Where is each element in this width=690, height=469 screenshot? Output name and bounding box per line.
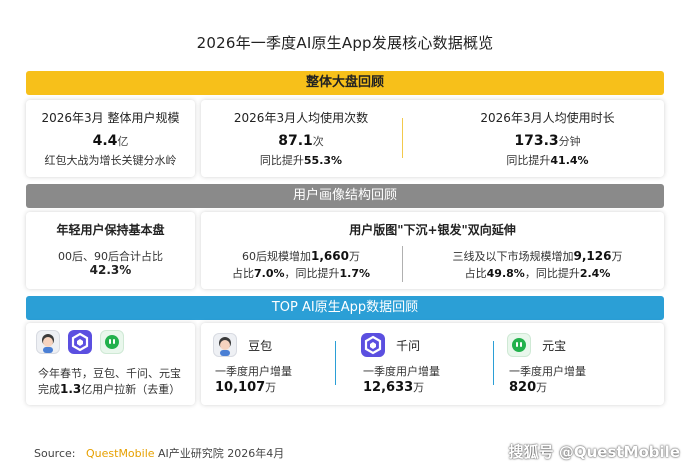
qianwen-value: 12,633: [363, 380, 414, 395]
frequency-value-row: 87.1次: [201, 130, 401, 149]
frequency-growth: 同比提升55.3%: [201, 152, 401, 168]
user-scale-value-row: 4.4亿: [26, 130, 195, 149]
spread-right-growth-value: 2.4%: [579, 267, 611, 280]
yuanbao-icon: [507, 333, 531, 357]
card-user-scale: 2026年3月 整体用户规模 4.4亿 红包大战为增长关键分水岭: [26, 100, 195, 177]
watermark: 搜狐号 @QuestMobile: [508, 443, 680, 461]
summary-line1: 今年春节，豆包、千问、元宝: [38, 367, 181, 380]
spread-left-growth-value: 1.7%: [339, 267, 371, 280]
user-scale-heading: 2026年3月 整体用户规模: [41, 111, 180, 125]
spread-heading: 用户版图"下沉+银发"双向延伸: [349, 223, 516, 237]
user-scale-value: 4.4: [92, 133, 118, 149]
spread-left-share-value: 7.0%: [253, 267, 285, 280]
frequency-unit: 次: [312, 135, 324, 148]
section-bar-top-apps: TOP AI原生App数据回顾: [26, 296, 664, 320]
section-bar-profile: 用户画像结构回顾: [26, 184, 664, 208]
source-line: Source: QuestMobile AI产业研究院 2026年4月: [34, 445, 284, 461]
spread-left-line1: 60后规模增加1,660万: [201, 248, 401, 264]
spread-right-share-value: 49.8%: [486, 267, 525, 280]
app-metric-label: 一季度用户增量: [215, 365, 292, 378]
user-scale-unit: 亿: [117, 135, 129, 148]
summary-line2: 完成1.3亿用户拉新（去重）: [38, 381, 193, 397]
app-doubao: 豆包: [213, 333, 272, 357]
duration-unit: 分钟: [558, 135, 581, 148]
qianwen-icon: [68, 330, 93, 354]
young-value: 42.3%: [89, 263, 132, 277]
source-label: Source:: [34, 447, 76, 460]
summary-icons: [36, 330, 125, 358]
app-qianwen: 千问: [361, 333, 420, 357]
app-metric-value: 10,107万: [215, 379, 276, 395]
page-title: 2026年一季度AI原生App发展核心数据概览: [196, 34, 494, 52]
spread-left-unit: 万: [348, 250, 360, 263]
card-usage: 2026年3月人均使用次数 87.1次 同比提升55.3% 2026年3月人均使…: [201, 100, 664, 177]
doubao-icon: [213, 333, 237, 357]
frequency-growth-label: 同比提升: [259, 154, 304, 167]
young-line: 00后、90后合计占比: [58, 250, 163, 263]
duration-growth: 同比提升41.4%: [431, 152, 664, 168]
app-name: 千问: [396, 338, 421, 353]
frequency-heading: 2026年3月人均使用次数: [233, 111, 369, 125]
usage-divider: [402, 118, 403, 158]
summary-value: 1.3: [60, 382, 82, 396]
duration-growth-value: 41.4%: [550, 154, 589, 167]
doubao-unit: 万: [265, 381, 277, 394]
app-name: 元宝: [542, 338, 567, 353]
source-brand: QuestMobile: [86, 447, 155, 460]
doubao-icon: [36, 330, 60, 354]
spread-left-value: 1,660: [311, 249, 349, 263]
spread-right-value: 9,126: [573, 249, 612, 263]
app-metric-value: 12,633万: [363, 379, 424, 395]
spread-divider: [402, 246, 403, 282]
duration-value-row: 173.3分钟: [431, 130, 664, 149]
duration-heading: 2026年3月人均使用时长: [480, 111, 615, 125]
doubao-value: 10,107: [215, 380, 266, 395]
spread-left-line2: 占比7.0%，同比提升1.7%: [201, 265, 401, 281]
app-metric-label: 一季度用户增量: [363, 365, 440, 378]
spread-left-prefix: 60后规模增加: [242, 250, 312, 263]
section-bar-overall: 整体大盘回顾: [26, 71, 664, 95]
yuanbao-icon: [100, 330, 125, 354]
source-rest: AI产业研究院 2026年4月: [158, 447, 285, 460]
user-scale-note: 红包大战为增长关键分水岭: [44, 154, 177, 167]
summary-prefix: 完成: [38, 383, 60, 396]
card-spread: 用户版图"下沉+银发"双向延伸 60后规模增加1,660万 占比7.0%，同比提…: [201, 212, 664, 289]
spread-left-growth-label: ，同比提升: [284, 267, 340, 280]
young-heading: 年轻用户保持基本盘: [56, 223, 165, 237]
app-yuanbao: 元宝: [507, 333, 566, 357]
spread-right-line2: 占比49.8%，同比提升2.4%: [411, 265, 664, 281]
frequency-value: 87.1: [278, 133, 313, 149]
spread-left-share-label: 占比: [231, 267, 254, 280]
card-spring-summary: 今年春节，豆包、千问、元宝 完成1.3亿用户拉新（去重）: [26, 323, 195, 405]
summary-suffix: 亿用户拉新（去重）: [81, 383, 181, 396]
yuanbao-unit: 万: [536, 381, 548, 394]
app-name: 豆包: [248, 338, 273, 353]
spread-right-prefix: 三线及以下市场规模增加: [452, 250, 574, 263]
spread-right-unit: 万: [611, 250, 623, 263]
card-young-users: 年轻用户保持基本盘 00后、90后合计占比 42.3%: [26, 212, 195, 289]
duration-value: 173.3: [514, 133, 559, 149]
app-metric-value: 820万: [509, 379, 547, 395]
qianwen-icon: [361, 333, 385, 357]
app-metric-label: 一季度用户增量: [509, 365, 586, 378]
duration-growth-label: 同比提升: [506, 154, 551, 167]
spread-right-share-label: 占比: [464, 267, 487, 280]
card-app-metrics: 豆包 一季度用户增量 10,107万 千问 一季度用户增量 12,633万 元宝…: [201, 323, 664, 405]
frequency-growth-value: 55.3%: [303, 154, 343, 167]
app-divider-1: [335, 341, 336, 385]
yuanbao-value: 820: [509, 380, 537, 395]
app-divider-2: [493, 341, 494, 385]
spread-right-growth-label: ，同比提升: [524, 267, 580, 280]
spread-right-line1: 三线及以下市场规模增加9,126万: [411, 248, 664, 264]
qianwen-unit: 万: [413, 381, 425, 394]
